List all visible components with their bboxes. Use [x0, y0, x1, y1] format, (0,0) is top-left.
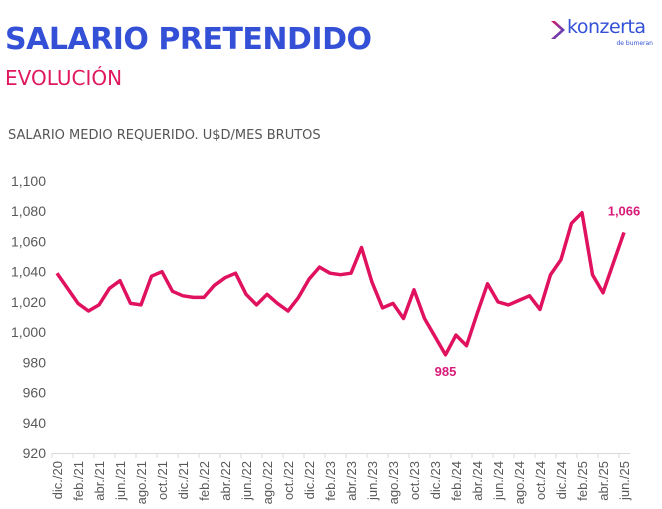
y-tick-label: 1,020 — [11, 294, 46, 310]
logo-tagline: de bumeran — [616, 40, 653, 47]
y-tick-label: 1,100 — [11, 173, 46, 189]
x-tick-label: ago./21 — [134, 461, 149, 504]
logo-brand: konzerta — [567, 16, 646, 38]
x-tick-label: oct./21 — [155, 461, 170, 500]
y-tick-label: 920 — [23, 445, 47, 461]
x-tick-label: jun./24 — [491, 461, 506, 501]
x-tick-label: dic./24 — [554, 461, 569, 499]
x-tick-label: oct./23 — [407, 461, 422, 500]
y-tick-label: 940 — [23, 415, 47, 431]
x-tick-label: feb./22 — [197, 461, 212, 501]
series-line — [55, 210, 626, 357]
x-tick-label: dic./21 — [176, 461, 191, 499]
y-tick-label: 980 — [23, 354, 47, 370]
x-tick-label: feb./21 — [71, 461, 86, 501]
x-tick-label: abr./24 — [470, 461, 485, 501]
data-label: 985 — [435, 364, 457, 379]
page-subtitle: EVOLUCIÓN — [5, 66, 123, 90]
data-labels: 985 1,066 — [435, 203, 641, 378]
x-tick-label: ago./24 — [512, 461, 527, 504]
x-tick-label: feb./24 — [449, 461, 464, 501]
y-tick-label: 960 — [23, 385, 47, 401]
y-axis: 920 940 960 980 1,000 1,020 1,040 1,060 1,080 1,1… — [11, 173, 46, 461]
x-tick-label: oct./22 — [281, 461, 296, 500]
y-tick-label: 1,060 — [11, 233, 46, 249]
series-line-group — [55, 210, 626, 357]
x-tick-label: ago./22 — [260, 461, 275, 504]
x-tick-label: feb./23 — [323, 461, 338, 501]
x-tick-label: feb./25 — [575, 461, 590, 501]
y-tick-label: 1,040 — [11, 264, 46, 280]
x-tick-label: abr./23 — [344, 461, 359, 501]
x-tick-label: abr./21 — [92, 461, 107, 501]
x-tick-label: abr./25 — [596, 461, 611, 501]
x-axis: dic./20 feb./21 abr./21 jun./21 ago./21 oct./… — [50, 453, 632, 504]
x-tick-label: abr./22 — [218, 461, 233, 501]
x-tick-label: dic./22 — [302, 461, 317, 499]
x-tick-label: ago./23 — [386, 461, 401, 504]
x-tick-label: dic./23 — [428, 461, 443, 499]
x-tick-label: jun./21 — [113, 461, 128, 501]
y-tick-label: 1,000 — [11, 324, 46, 340]
x-tick-label: dic./20 — [50, 461, 65, 499]
x-tick-label: jun./25 — [617, 461, 632, 501]
chevron-arrow-icon — [551, 21, 565, 39]
x-tick-label: oct./24 — [533, 461, 548, 500]
konzerta-logo: konzerta de bumeran — [549, 16, 659, 50]
page-title: SALARIO PRETENDIDO — [5, 22, 372, 57]
chart-title: SALARIO MEDIO REQUERIDO. U$D/MES BRUTOS — [8, 128, 321, 143]
x-tick-label: jun./23 — [365, 461, 380, 501]
x-tick-label: jun./22 — [239, 461, 254, 501]
y-tick-label: 1,080 — [11, 203, 46, 219]
data-label: 1,066 — [608, 203, 641, 218]
